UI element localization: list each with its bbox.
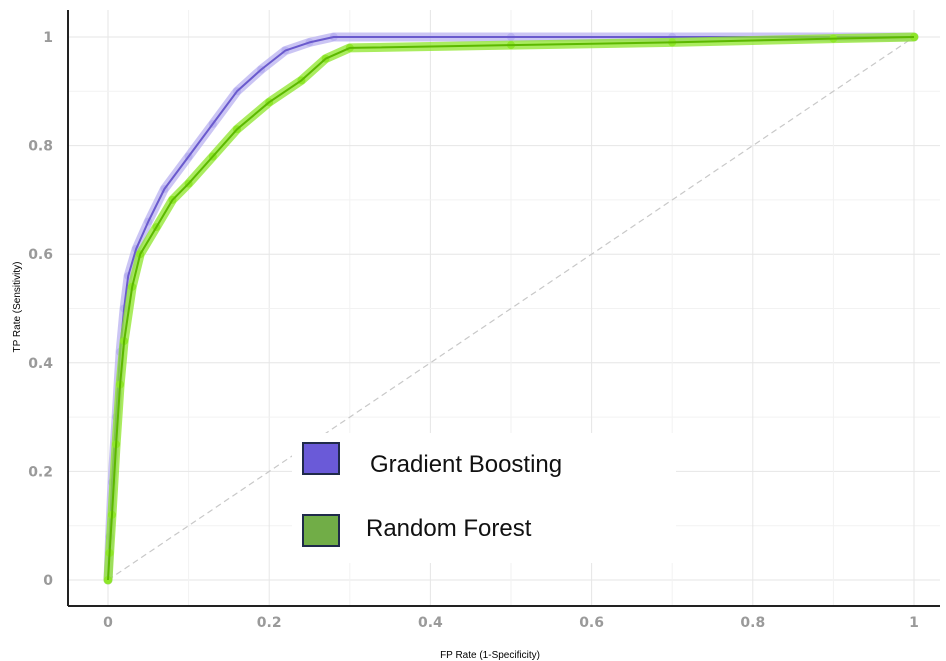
legend: Gradient Boosting Random Forest bbox=[292, 433, 676, 563]
tick-labels: 0 0.2 0.4 0.6 0.8 1 0 0.2 0.4 0.6 0.8 1 bbox=[28, 30, 919, 631]
y-tick-label: 0.6 bbox=[28, 247, 53, 263]
legend-background bbox=[292, 433, 676, 563]
series-layer bbox=[103, 32, 919, 585]
x-tick-label: 0.6 bbox=[579, 615, 604, 631]
x-tick-label: 0.4 bbox=[418, 615, 443, 631]
x-tick-label: 0.2 bbox=[257, 615, 282, 631]
x-axis-title: FP Rate (1-Specificity) bbox=[440, 650, 540, 661]
legend-label-gradient-boosting: Gradient Boosting bbox=[370, 451, 562, 478]
y-tick-label: 1 bbox=[43, 30, 53, 46]
y-tick-label: 0.2 bbox=[28, 464, 53, 480]
x-tick-label: 1 bbox=[909, 615, 919, 631]
y-axis-title: TP Rate (Sensitivity) bbox=[12, 262, 23, 353]
y-tick-label: 0.8 bbox=[28, 139, 53, 155]
x-tick-label: 0 bbox=[103, 615, 113, 631]
y-tick-label: 0 bbox=[43, 573, 53, 589]
series-line-random-forest bbox=[107, 36, 915, 581]
x-tick-label: 0.8 bbox=[740, 615, 765, 631]
diagonal-reference-line bbox=[107, 36, 915, 581]
y-tick-label: 0.4 bbox=[28, 356, 53, 372]
legend-label-random-forest: Random Forest bbox=[366, 515, 532, 542]
legend-swatch-random-forest bbox=[302, 514, 340, 547]
legend-swatch-gradient-boosting bbox=[302, 442, 340, 475]
